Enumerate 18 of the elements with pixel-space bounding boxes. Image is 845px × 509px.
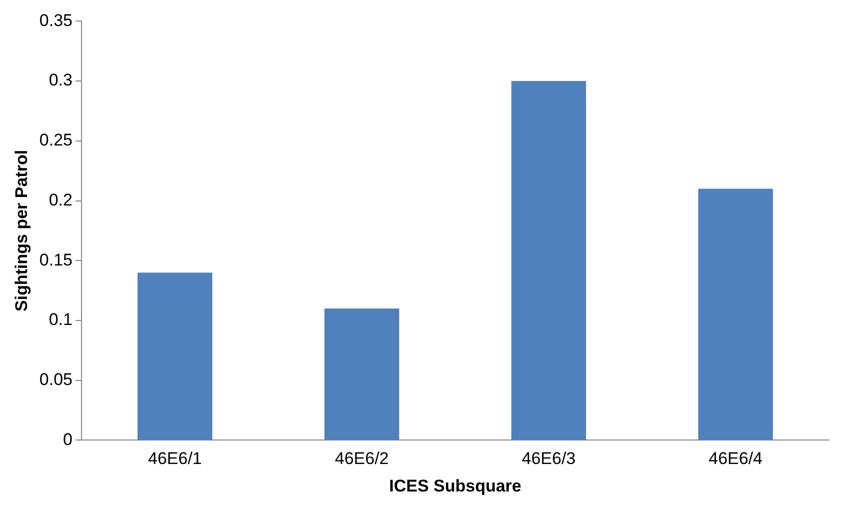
y-tick-label: 0.05 [39, 370, 72, 390]
x-tick-label: 46E6/3 [522, 449, 576, 468]
x-tick-label: 46E6/2 [334, 449, 389, 468]
bar [324, 308, 400, 440]
y-tick-label: 0.3 [48, 70, 72, 90]
x-tick-label: 46E6/4 [708, 449, 763, 468]
bar [698, 188, 773, 440]
x-tick-label: 46E6/1 [148, 449, 202, 468]
bar [511, 81, 586, 440]
y-axis-title: Sightings per Patrol [12, 150, 31, 312]
y-tick-label: 0.25 [39, 130, 72, 150]
bar [138, 272, 212, 440]
y-tick-label: 0 [63, 430, 72, 449]
y-tick-label: 0.2 [48, 190, 72, 210]
x-axis-title: ICES Subsquare [389, 476, 522, 496]
y-tick-label: 0.35 [39, 10, 72, 30]
y-tick-label: 0.15 [39, 250, 72, 270]
y-tick-label: 0.1 [48, 310, 72, 330]
